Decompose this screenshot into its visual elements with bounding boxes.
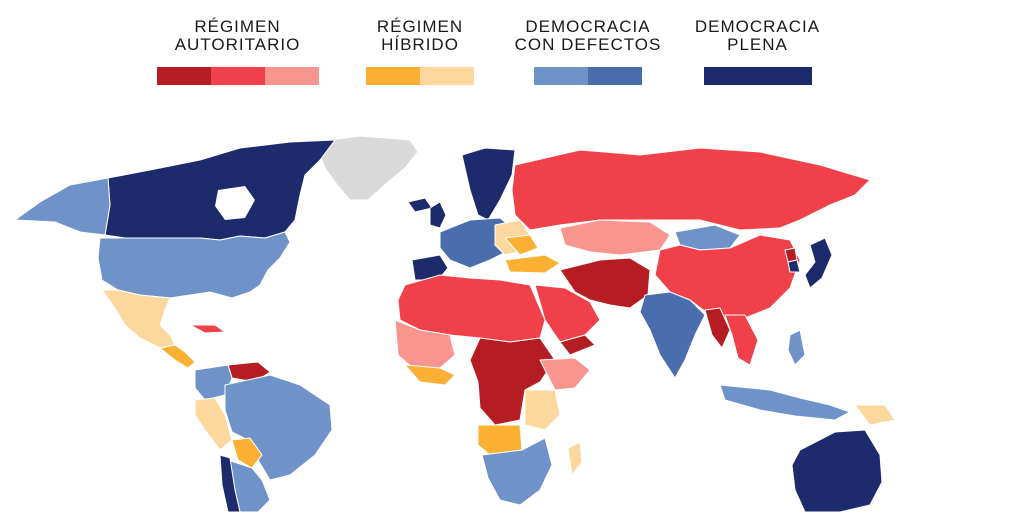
world-map	[14, 135, 896, 512]
legend-label-hybrid: RÉGIMEN HÍBRIDO	[376, 17, 464, 54]
region-east-africa-hybrid	[524, 389, 561, 431]
legend-label-flawed-democracy: DEMOCRACIA CON DEFECTOS	[514, 17, 662, 54]
legend-swatch	[264, 67, 319, 85]
region-indochina	[724, 314, 759, 366]
legend-label-full-democracy: DEMOCRACIA PLENA	[694, 17, 821, 54]
region-australia	[791, 429, 883, 512]
legend-swatch	[366, 67, 420, 85]
region-usa	[97, 231, 291, 299]
region-turkey	[504, 254, 561, 274]
region-myanmar	[704, 307, 731, 349]
region-southern-africa	[481, 437, 553, 506]
legend-swatch	[534, 67, 588, 85]
region-kazakhstan	[559, 219, 671, 256]
region-india	[639, 291, 706, 379]
region-iran-afghanistan	[559, 257, 651, 309]
region-mexico	[101, 289, 176, 349]
region-yemen	[559, 334, 596, 356]
region-cuba	[189, 324, 226, 334]
region-papua	[854, 404, 896, 426]
legend-full-democracy: DEMOCRACIA PLENA	[690, 18, 825, 85]
region-japan	[804, 237, 833, 289]
region-greenland	[314, 135, 419, 201]
legend-flawed-democracy: DEMOCRACIA CON DEFECTOS	[508, 18, 668, 85]
region-uk	[429, 201, 447, 229]
legend-swatch	[156, 67, 211, 85]
region-hudson-bay	[215, 186, 255, 220]
region-iberia	[411, 254, 449, 281]
region-indonesia	[719, 384, 851, 421]
region-philippines	[787, 329, 806, 366]
region-peru	[194, 397, 233, 451]
legend-label-authoritarian: RÉGIMEN AUTORITARIO	[174, 17, 301, 54]
region-brazil	[224, 374, 333, 481]
region-central-africa	[469, 337, 556, 426]
legend-swatch	[703, 67, 812, 85]
region-scandinavia	[461, 147, 516, 221]
legend-swatches-flawed-democracy	[508, 67, 668, 85]
legend-swatches-full-democracy	[690, 67, 825, 85]
region-russia	[511, 147, 871, 231]
region-saudi-arabia	[534, 284, 601, 343]
region-central-america	[159, 344, 196, 369]
legend-swatches-authoritarian	[155, 67, 320, 85]
region-south-korea	[787, 259, 801, 273]
region-iceland	[407, 197, 433, 213]
region-west-africa	[394, 319, 456, 371]
region-romania	[504, 234, 539, 256]
region-bolivia	[231, 437, 263, 469]
legend-swatch	[420, 67, 474, 85]
legend-authoritarian: RÉGIMEN AUTORITARIO	[155, 18, 320, 85]
region-chile	[219, 454, 241, 512]
region-madagascar	[567, 441, 583, 476]
region-east-africa	[539, 357, 591, 391]
legend-hybrid: RÉGIMEN HÍBRIDO	[364, 18, 476, 85]
legend-swatches-hybrid	[364, 67, 476, 85]
legend-swatch	[588, 67, 642, 85]
legend-swatch	[210, 67, 265, 85]
region-alaska	[14, 177, 111, 236]
region-west-africa-hybrid	[404, 364, 456, 386]
